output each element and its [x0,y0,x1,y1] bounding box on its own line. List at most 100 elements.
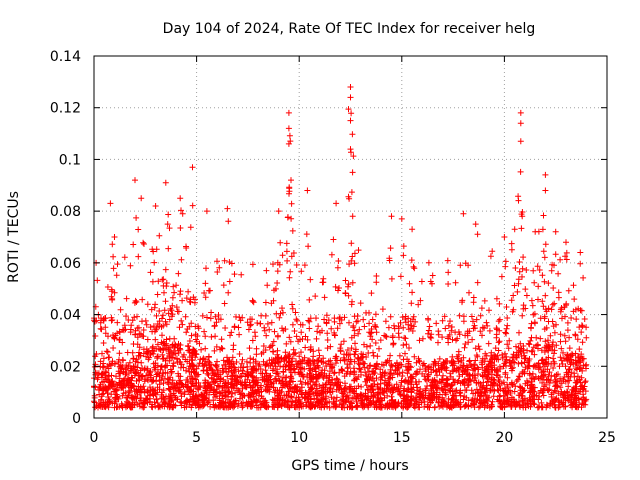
data-point [411,353,418,360]
data-point [307,374,314,381]
data-point [288,200,295,207]
data-point [277,363,284,370]
data-point [145,371,152,378]
data-point [441,313,448,320]
data-point [542,241,549,248]
data-point [453,337,459,344]
data-point [143,396,150,403]
data-point [472,221,479,228]
data-point [205,399,212,405]
data-point [230,346,237,353]
data-point [368,326,375,332]
data-point [351,332,358,339]
data-point [189,357,196,364]
data-point [465,397,472,404]
data-point [133,395,140,402]
data-point [170,360,177,367]
data-point [97,319,104,326]
data-point [108,379,115,386]
data-point [517,340,524,347]
data-point [550,285,557,291]
data-point [574,373,581,380]
data-point [199,403,206,410]
data-point [158,391,165,398]
data-point [153,345,160,352]
data-point [280,374,286,381]
data-point [531,310,538,317]
data-point [538,404,545,411]
data-point [459,379,466,386]
data-point [501,234,508,240]
data-point [447,388,454,395]
data-point [439,376,446,383]
data-point [175,347,182,354]
data-point [543,308,550,315]
data-point [272,285,279,292]
data-point [141,389,148,396]
data-point [213,393,220,400]
data-point [341,314,348,321]
data-point [502,329,509,336]
data-point [92,353,99,360]
data-point [345,281,352,288]
data-point [217,390,224,397]
data-point [320,396,327,402]
data-point [337,347,344,354]
data-point [285,125,292,132]
data-point [215,312,222,318]
data-point [200,367,207,374]
data-point [264,282,271,289]
data-point [508,365,515,372]
data-point [314,402,321,409]
data-point [425,259,432,266]
data-point [271,376,278,383]
data-point [338,366,345,373]
data-point [385,324,392,331]
data-point [107,362,114,369]
data-point [201,290,208,296]
data-point [347,356,354,363]
data-point [466,328,473,335]
data-point [262,367,269,374]
data-point [497,385,504,392]
data-point [315,347,322,354]
data-point [224,205,231,212]
data-point [116,336,123,343]
data-point [438,379,445,386]
data-point [327,368,333,375]
data-point [179,353,186,360]
data-point [293,333,300,340]
data-point [526,356,533,362]
data-point [474,231,481,238]
data-point [582,378,589,385]
data-point [509,358,516,365]
data-point [527,403,534,410]
data-point [540,392,547,399]
data-point [178,380,185,387]
data-point [239,385,246,392]
data-point [136,349,142,356]
data-point [447,370,454,377]
data-point [307,347,314,353]
data-point [198,346,205,353]
data-point [529,381,535,388]
data-point [358,383,365,390]
data-point [348,345,355,352]
data-point [224,354,230,361]
data-point [136,372,143,379]
data-point [223,383,230,390]
data-point [474,279,481,286]
data-point [341,404,348,411]
data-point [213,319,220,326]
data-point [286,274,293,281]
data-point [557,306,564,313]
data-point [105,354,112,361]
data-point [468,363,475,370]
data-point [531,384,538,391]
data-point [580,391,587,398]
data-point [189,380,196,387]
data-point [133,299,140,305]
data-point [314,362,321,369]
data-point [449,353,456,360]
data-point [439,394,446,401]
